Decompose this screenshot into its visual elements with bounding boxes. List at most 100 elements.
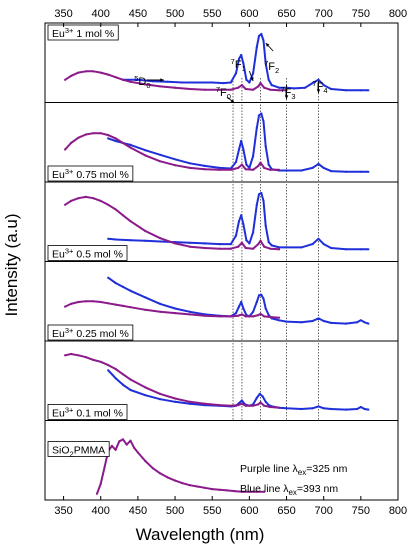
panel-label-box bbox=[47, 165, 134, 182]
data-point bbox=[95, 492, 99, 495]
x-tick-label: 500 bbox=[166, 505, 184, 517]
data-point bbox=[174, 158, 177, 161]
data-point bbox=[317, 78, 320, 81]
data-point bbox=[114, 208, 117, 211]
data-point bbox=[218, 243, 221, 246]
data-point bbox=[64, 148, 67, 151]
annotation-7F3: 7F3 bbox=[280, 85, 295, 101]
data-point bbox=[114, 377, 117, 380]
series-blue bbox=[108, 192, 369, 251]
data-point bbox=[92, 132, 95, 135]
data-point bbox=[252, 310, 255, 313]
data-point bbox=[229, 88, 232, 91]
data-point bbox=[107, 73, 110, 76]
legend: Purple line λex=325 nm Blue line λex=393… bbox=[240, 463, 348, 497]
series-blue bbox=[107, 112, 369, 173]
data-point bbox=[292, 87, 296, 90]
data-point bbox=[263, 315, 266, 318]
panel-label-box bbox=[47, 441, 110, 457]
data-point bbox=[285, 169, 288, 172]
series-purple bbox=[64, 353, 280, 409]
data-point bbox=[129, 220, 132, 223]
data-point bbox=[159, 237, 162, 240]
data-point bbox=[255, 46, 258, 49]
data-point bbox=[229, 315, 232, 318]
x-tick-label: 700 bbox=[315, 505, 333, 517]
legend-blue: Blue line λex=393 nm bbox=[240, 483, 338, 497]
arrow-head bbox=[284, 95, 289, 99]
data-point bbox=[363, 407, 366, 411]
data-point bbox=[311, 82, 314, 85]
data-point bbox=[133, 446, 136, 449]
data-point bbox=[269, 168, 272, 171]
data-point bbox=[144, 296, 147, 299]
data-point bbox=[267, 241, 270, 244]
data-point bbox=[218, 88, 221, 91]
data-point bbox=[367, 89, 370, 92]
data-point bbox=[262, 39, 265, 42]
data-point bbox=[64, 78, 67, 81]
data-point bbox=[237, 245, 240, 248]
arrow-head bbox=[316, 89, 321, 93]
panel-label-text: Eu3+ 0.25 mol % bbox=[52, 326, 129, 340]
data-point bbox=[245, 78, 248, 81]
x-tick-label-top: 400 bbox=[92, 8, 110, 20]
data-point bbox=[129, 388, 132, 392]
data-point bbox=[244, 87, 247, 91]
data-point bbox=[367, 408, 370, 411]
data-point bbox=[144, 229, 147, 233]
data-point bbox=[69, 199, 73, 202]
data-point bbox=[255, 203, 258, 206]
x-tick-label-top: 700 bbox=[315, 8, 333, 20]
data-point bbox=[218, 404, 221, 407]
data-point bbox=[278, 319, 281, 322]
data-point bbox=[136, 451, 139, 454]
data-point bbox=[144, 459, 147, 463]
data-point bbox=[125, 443, 128, 446]
data-point bbox=[121, 373, 125, 376]
data-point bbox=[278, 316, 281, 319]
data-point bbox=[260, 112, 263, 115]
data-point bbox=[263, 86, 266, 89]
data-point bbox=[174, 307, 177, 310]
data-point bbox=[77, 197, 80, 200]
data-point bbox=[181, 81, 184, 84]
data-point bbox=[257, 314, 260, 317]
data-point bbox=[322, 84, 325, 87]
data-point bbox=[257, 403, 260, 406]
x-tick-label: 400 bbox=[92, 505, 110, 517]
data-point bbox=[203, 246, 206, 250]
panel-label: Eu3+ 0.75 mol % bbox=[47, 165, 134, 182]
data-point bbox=[244, 168, 247, 171]
data-point bbox=[64, 354, 67, 357]
data-point bbox=[92, 358, 95, 361]
series-purple bbox=[64, 195, 280, 251]
data-point bbox=[262, 120, 265, 123]
data-point bbox=[99, 199, 102, 202]
data-point bbox=[129, 306, 132, 309]
data-point bbox=[257, 243, 260, 246]
data-point bbox=[121, 383, 125, 386]
x-tick-label-top: 750 bbox=[352, 8, 370, 20]
data-point bbox=[159, 472, 162, 475]
data-point bbox=[322, 166, 325, 169]
data-point bbox=[121, 438, 125, 441]
data-point bbox=[218, 168, 221, 171]
data-point bbox=[237, 314, 240, 317]
arrow-head bbox=[230, 99, 235, 103]
data-point bbox=[69, 352, 73, 356]
data-point bbox=[264, 400, 267, 403]
data-point bbox=[159, 153, 162, 156]
data-point bbox=[270, 84, 273, 87]
data-point bbox=[252, 315, 255, 318]
x-tick-label: 800 bbox=[389, 505, 407, 517]
data-point bbox=[278, 406, 281, 409]
data-point bbox=[240, 84, 243, 87]
data-point bbox=[242, 148, 245, 151]
data-point bbox=[234, 312, 238, 315]
data-point bbox=[107, 137, 110, 140]
x-tick-label-top: 550 bbox=[203, 8, 221, 20]
data-point bbox=[269, 315, 272, 319]
data-point bbox=[317, 405, 320, 408]
panel-label-text: SiO2PMMA bbox=[52, 445, 105, 459]
